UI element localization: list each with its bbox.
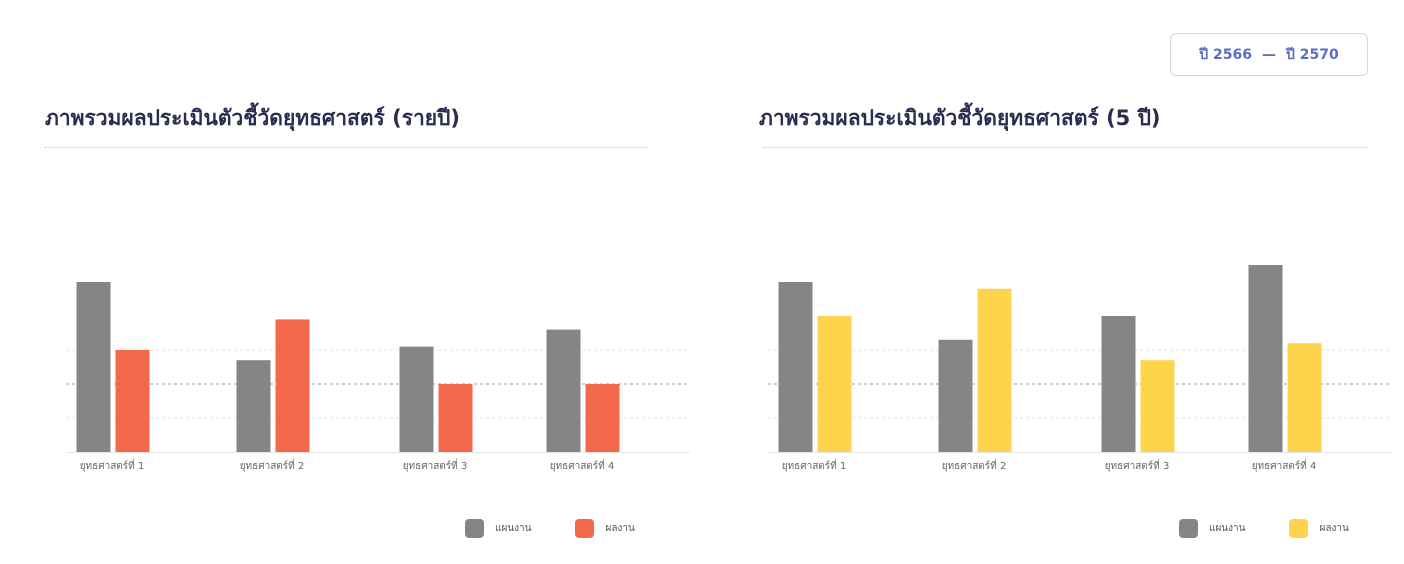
year-range-end: ปี 2570 — [1286, 46, 1339, 63]
x-tick-label: ยุทธศาสตร์ที่ 2 — [942, 458, 1007, 472]
x-tick-label: ยุทธศาสตร์ที่ 3 — [403, 458, 468, 472]
five-year-bar-chart: ยุทธศาสตร์ที่ 1 ยุทธศาสตร์ที่ 2 ยุทธศาสตร์… — [768, 265, 1392, 472]
bar-result-4[interactable] — [585, 384, 620, 452]
legend-label-result: ผลงาน — [1319, 523, 1349, 534]
year-range-start: ปี 2566 — [1199, 46, 1252, 63]
five-year-chart-legend: แผนงาน ผลงาน — [1179, 519, 1349, 538]
bar-result-3[interactable] — [438, 384, 473, 452]
bar-plan-1[interactable] — [778, 282, 813, 452]
year-range-selector[interactable]: ปี 2566 — ปี 2570 — [1170, 33, 1368, 76]
legend-item-result[interactable]: ผลงาน — [1289, 519, 1349, 538]
legend-item-result[interactable]: ผลงาน — [575, 519, 635, 538]
x-tick-label: ยุทธศาสตร์ที่ 4 — [550, 458, 615, 472]
five-year-chart-title: ภาพรวมผลประเมินตัวชี้วัดยุทธศาสตร์ (5 ปี… — [759, 106, 1161, 130]
bar-plan-3[interactable] — [399, 346, 434, 452]
bar-result-4[interactable] — [1287, 343, 1322, 452]
yearly-chart-title: ภาพรวมผลประเมินตัวชี้วัดยุทธศาสตร์ (รายป… — [45, 106, 460, 130]
five-year-title-divider — [763, 147, 1367, 148]
legend-label-result: ผลงาน — [605, 523, 635, 534]
bar-result-1[interactable] — [115, 350, 150, 452]
bar-result-2[interactable] — [977, 288, 1012, 452]
legend-swatch-result — [575, 519, 595, 538]
x-tick-label: ยุทธศาสตร์ที่ 2 — [240, 458, 305, 472]
bar-plan-2[interactable] — [938, 339, 973, 452]
bar-plan-4[interactable] — [546, 329, 581, 452]
x-tick-label: ยุทธศาสตร์ที่ 3 — [1105, 458, 1170, 472]
yearly-chart-panel: ภาพรวมผลประเมินตัวชี้วัดยุทธศาสตร์ (รายป… — [45, 106, 690, 538]
legend-label-plan: แผนงาน — [495, 523, 532, 534]
legend-item-plan[interactable]: แผนงาน — [1179, 519, 1245, 538]
legend-item-plan[interactable]: แผนงาน — [465, 519, 531, 538]
bar-plan-2[interactable] — [236, 360, 271, 452]
x-tick-label: ยุทธศาสตร์ที่ 1 — [782, 458, 847, 472]
bar-plan-1[interactable] — [76, 282, 111, 452]
year-range-separator: — — [1262, 46, 1276, 63]
legend-swatch-plan — [1179, 519, 1198, 538]
yearly-bar-chart: ยุทธศาสตร์ที่ 1 ยุทธศาสตร์ที่ 2 ยุทธศาสตร์… — [66, 282, 690, 472]
legend-swatch-plan — [465, 519, 484, 538]
five-year-chart-panel: ภาพรวมผลประเมินตัวชี้วัดยุทธศาสตร์ (5 ปี… — [702, 0, 1404, 564]
bar-result-1[interactable] — [817, 316, 852, 452]
bar-plan-4[interactable] — [1248, 265, 1283, 452]
bar-result-2[interactable] — [275, 319, 310, 452]
legend-swatch-result — [1289, 519, 1309, 538]
bar-result-3[interactable] — [1140, 360, 1175, 452]
bar-plan-3[interactable] — [1101, 316, 1136, 452]
yearly-title-divider — [45, 147, 647, 148]
x-tick-label: ยุทธศาสตร์ที่ 4 — [1252, 458, 1317, 472]
x-tick-label: ยุทธศาสตร์ที่ 1 — [80, 458, 145, 472]
legend-label-plan: แผนงาน — [1209, 523, 1246, 534]
yearly-chart-legend: แผนงาน ผลงาน — [465, 519, 635, 538]
